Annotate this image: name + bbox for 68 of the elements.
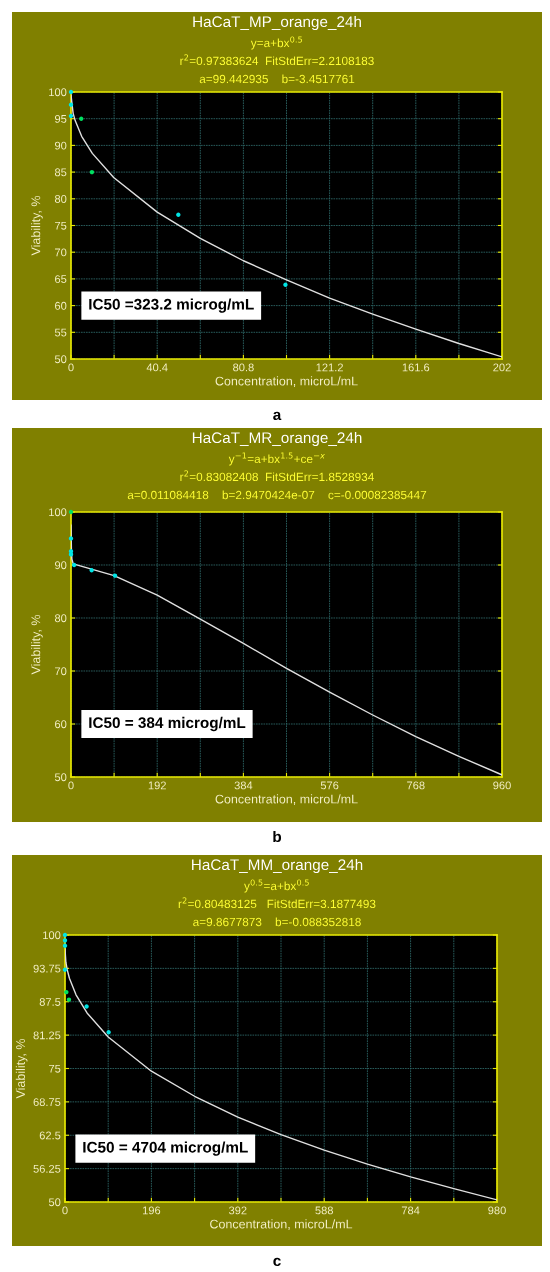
x-tick-label: 121.2	[316, 363, 343, 372]
y-tick-label: 90	[55, 561, 67, 570]
text: r$^{2}$=0.80483125 FitStdErr=3.1877493	[178, 897, 376, 909]
y-tick-label: 65	[55, 275, 67, 284]
y-tick-label: 70	[55, 248, 67, 257]
y-tick-label: 75	[55, 221, 67, 230]
x-tick-label: 576	[320, 781, 339, 790]
x-tick-label: 40.4	[146, 363, 168, 372]
text: a=99.442935 b=-3.4517761	[199, 74, 355, 84]
y-tick-label: 75	[49, 1064, 61, 1073]
y-tick-label: 80	[54, 195, 67, 203]
chart-title: HaCaT_MR_orange_24h	[192, 431, 362, 447]
x-tick-label: 392	[228, 1206, 247, 1215]
x-axis-title: Concentration, microL/mL	[215, 376, 358, 387]
text: a	[273, 411, 282, 421]
y-tick-label: 62.5	[39, 1131, 61, 1140]
x-tick-label: 0	[68, 781, 74, 790]
x-tick-label: 196	[142, 1206, 161, 1215]
x-tick-label: 192	[148, 781, 166, 790]
y-tick-label: 100	[43, 931, 61, 940]
x-tick-label: 980	[488, 1206, 506, 1215]
y-tick-label: 93.75	[33, 964, 61, 973]
x-tick-label: 960	[493, 781, 511, 790]
text: r$^{2}$=0.83082408 FitStdErr=1.8528934	[180, 470, 374, 482]
text: a=0.011084418 b=2.9470424e-07 c=-0.00082385447	[127, 490, 427, 500]
x-tick-label: 161.6	[402, 363, 430, 372]
x-tick-label: 0	[62, 1206, 68, 1215]
chart-title: HaCaT_MM_orange_24h	[192, 858, 363, 874]
y-tick-label: 90	[55, 141, 67, 150]
y-tick-label: 60	[55, 720, 67, 729]
y-tick-label: 50	[54, 773, 67, 782]
y-tick-label: 81.25	[33, 1031, 61, 1040]
text: b	[273, 830, 282, 843]
y-axis-title: Viability, %	[15, 1038, 28, 1099]
y-tick-label: 80	[54, 614, 67, 623]
x-tick-label: 0	[68, 363, 74, 372]
text: c	[273, 1257, 281, 1267]
y-tick-label: 87.5	[39, 998, 61, 1006]
y-tick-label: 100	[49, 508, 67, 517]
x-tick-label: 784	[401, 1206, 420, 1215]
y-tick-label: 50	[48, 1198, 61, 1207]
chart-subtitle: y$^{−1}$=a+bx$^{1.5}$+ce$^{−x}$	[228, 452, 325, 466]
y-axis-title: Viability, %	[31, 614, 43, 675]
y-tick-label: 50	[54, 355, 67, 364]
x-tick-label: 80.8	[233, 363, 254, 372]
y-tick-label: 68.75	[33, 1098, 61, 1107]
y-tick-label: 55	[54, 328, 67, 337]
y-tick-label: 95	[55, 114, 67, 123]
text: r$^{2}$=0.97383624 FitStdErr=2.2108183	[180, 54, 374, 66]
y-tick-label: 100	[49, 88, 67, 97]
x-tick-label: 202	[493, 363, 511, 372]
x-tick-label: 384	[234, 781, 253, 790]
annotation: IC50 = 4704 microg/mL	[83, 1141, 248, 1156]
chart-subtitle: y$^{0.5}$=a+bx$^{0.5}$	[244, 879, 309, 893]
y-tick-label: 85	[54, 168, 67, 177]
x-tick-label: 768	[407, 781, 425, 790]
text: a=9.8677873 b=-0.088352818	[193, 917, 361, 927]
y-axis-title: Viability, %	[31, 195, 43, 256]
annotation: IC50 = 384 microg/mL	[89, 716, 246, 732]
y-tick-label: 56.25	[33, 1164, 61, 1173]
x-tick-label: 588	[315, 1206, 333, 1215]
annotation: IC50 =323.2 microg/mL	[89, 298, 254, 313]
y-tick-label: 60	[55, 301, 67, 310]
x-axis-title: Concentration, microL/mL	[215, 794, 358, 805]
x-axis-title: Concentration, microL/mL	[210, 1219, 353, 1230]
y-tick-label: 70	[55, 667, 67, 676]
chart-title: HaCaT_MP_orange_24h	[193, 15, 361, 31]
chart-subtitle: y=a+bx$^{0.5}$	[250, 36, 303, 50]
